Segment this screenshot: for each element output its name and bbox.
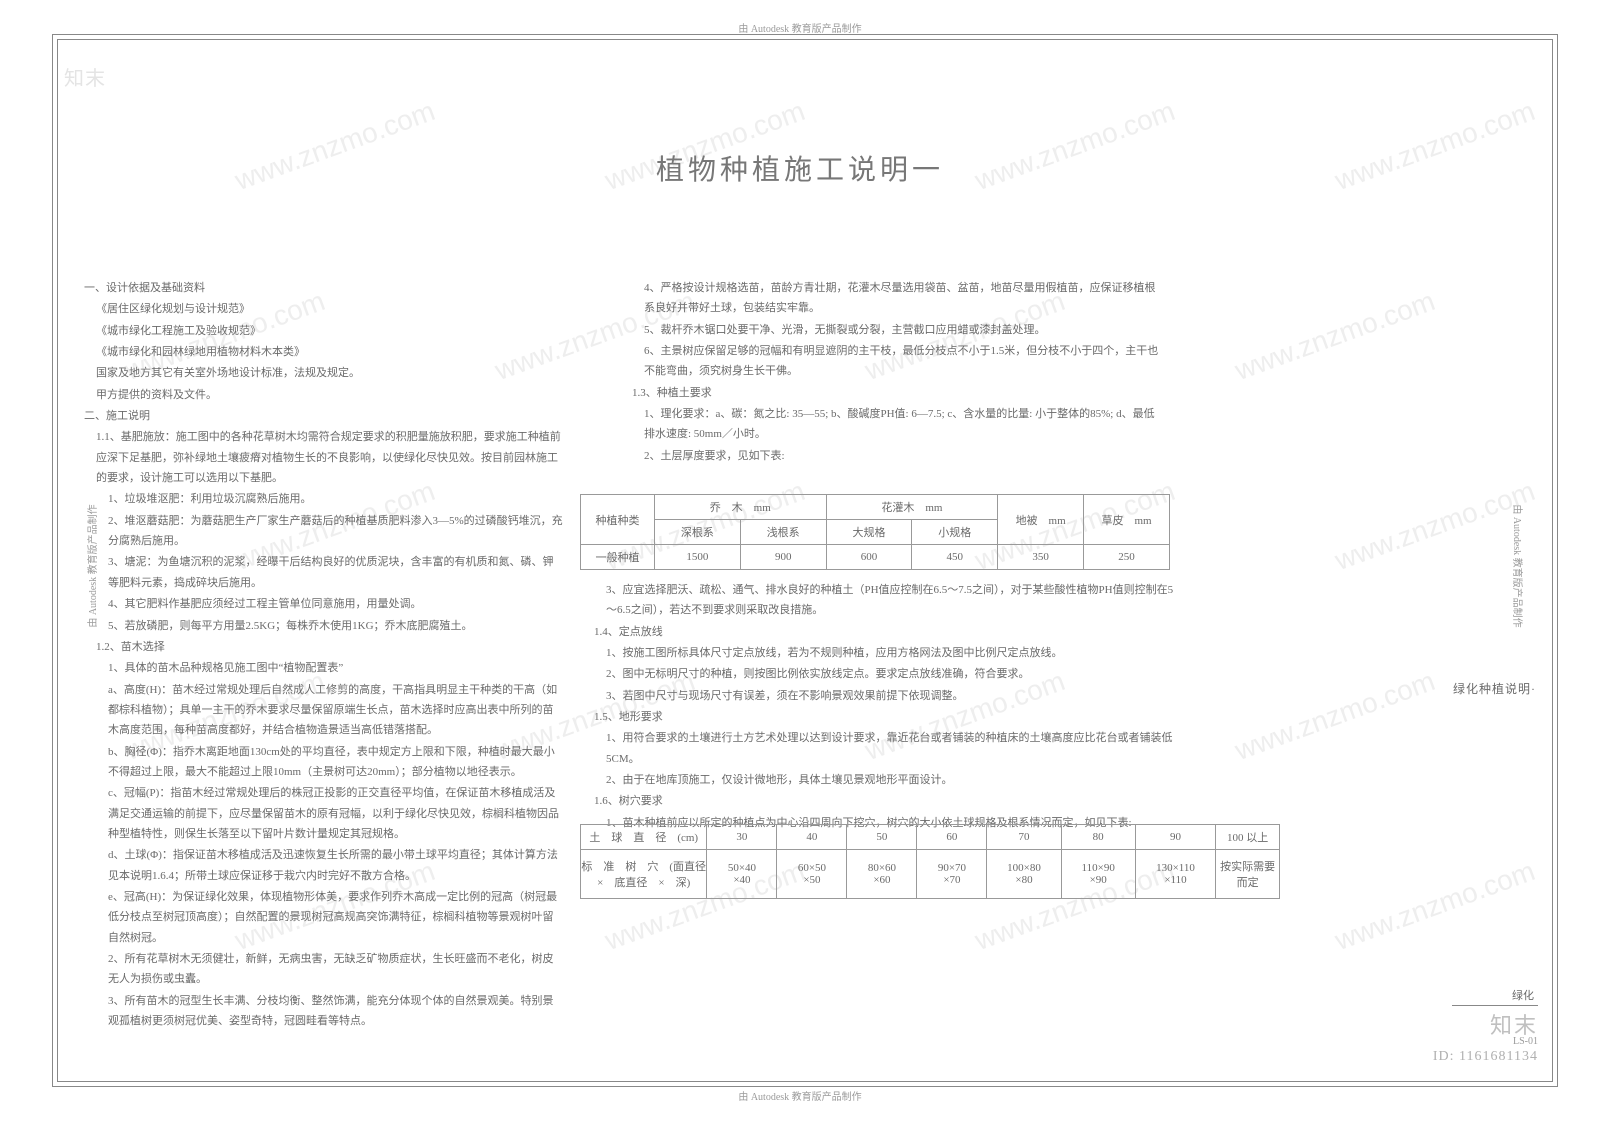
table-cell: 110×90×90 xyxy=(1061,850,1135,899)
body-paragraph: 3、若图中尺寸与现场尺寸有误差，须在不影响景观效果前提下依现调整。 xyxy=(582,686,1182,706)
table-cell: 70 xyxy=(987,825,1061,850)
table-cell: 50 xyxy=(847,825,917,850)
table-cell: 30 xyxy=(707,825,777,850)
body-paragraph: 二、施工说明 xyxy=(84,406,564,426)
body-paragraph: 1.1、基肥施放：施工图中的各种花草树木均需符合规定要求的积肥量施放积肥，要求施… xyxy=(84,427,564,488)
tree-pit-size-table: 土 球 直 径 (cm)30405060708090100 以上标 准 树 穴 … xyxy=(580,824,1280,899)
body-paragraph: 甲方提供的资料及文件。 xyxy=(84,385,564,405)
table-cell: 600 xyxy=(826,545,912,570)
table-cell: 450 xyxy=(912,545,998,570)
body-paragraph: 2、图中无标明尺寸的种植，则按图比例依实放线定点。要求定点放线准确，符合要求。 xyxy=(582,664,1182,684)
body-paragraph: 2、所有花草树木无须健壮，新鲜，无病虫害，无缺乏矿物质症状，生长旺盛而不老化，树… xyxy=(84,949,564,990)
table-cell: 80×60×60 xyxy=(847,850,917,899)
body-paragraph: 1.4、定点放线 xyxy=(582,622,1182,642)
text-column-right-lower: 3、应宜选择肥沃、疏松、通气、排水良好的种植土（PH值应控制在6.5～7.5之间… xyxy=(582,580,1182,834)
body-paragraph: 1、按施工图所标具体尺寸定点放线，若为不规则种植，应用方格网法及图中比例尺定点放… xyxy=(582,643,1182,663)
table-cell: 一般种植 xyxy=(581,545,655,570)
table-cell: 花灌木 mm xyxy=(826,495,998,520)
table-cell: 浅根系 xyxy=(740,520,826,545)
table-cell: 大规格 xyxy=(826,520,912,545)
body-paragraph: 《城市绿化工程施工及验收规范》 xyxy=(84,321,564,341)
body-paragraph: e、冠高(H)：为保证绿化效果，体现植物形体美，要求作列乔木高成一定比例的冠高（… xyxy=(84,887,564,948)
table-cell: 按实际需要而定 xyxy=(1216,850,1280,899)
autodesk-credit-bottom: 由 Autodesk 教育版产品制作 xyxy=(738,1088,861,1103)
title-block: 绿化 知末 LS-01 ID: 1161681134 xyxy=(1433,986,1538,1065)
table-cell: 标 准 树 穴 (面直径 × 底直径 × 深) xyxy=(581,850,707,899)
body-paragraph: 1、具体的苗木品种规格见施工图中“植物配置表” xyxy=(84,658,564,678)
sheet-number: LS-01 xyxy=(1433,1036,1538,1047)
table-cell: 60×50×50 xyxy=(777,850,847,899)
body-paragraph: 3、塘泥：为鱼塘沉积的泥浆，经曝干后结构良好的优质泥块，含丰富的有机质和氮、磷、… xyxy=(84,552,564,593)
table-cell: 小规格 xyxy=(912,520,998,545)
watermark-corner-brand: 知末 xyxy=(64,62,106,91)
soil-depth-table: 种植种类乔 木 mm花灌木 mm地被 mm草皮 mm 深根系浅根系大规格小规格一般… xyxy=(580,494,1170,570)
body-paragraph: 国家及地方其它有关室外场地设计标准，法规及规定。 xyxy=(84,363,564,383)
body-paragraph: d、土球(Φ)：指保证苗木移植成活及迅速恢复生长所需的最小带土球平均直径；其体计… xyxy=(84,845,564,886)
text-column-right-upper: 4、严格按设计规格选苗，苗龄方青壮期，花灌木尽量选用袋苗、盆苗，地苗尽量用假植苗… xyxy=(620,278,1160,467)
body-paragraph: 6、主景树应保留足够的冠幅和有明显遮阴的主干枝，最低分枝点不小于1.5米，但分枝… xyxy=(620,341,1160,382)
resource-id: ID: 1161681134 xyxy=(1433,1049,1538,1065)
body-paragraph: c、冠幅(P)：指苗木经过常规处理后的株冠正投影的正交直径平均值，在保证苗木移植… xyxy=(84,783,564,844)
table-cell: 250 xyxy=(1084,545,1170,570)
body-paragraph: 1、理化要求：a、碳：氮之比: 35—55; b、酸碱度PH值: 6—7.5; … xyxy=(620,404,1160,445)
table-cell: 种植种类 xyxy=(581,495,655,545)
table-cell: 50×40×40 xyxy=(707,850,777,899)
body-paragraph: 2、堆沤蘑菇肥：为蘑菇肥生产厂家生产蘑菇后的种植基质肥料渗入3—5%的过磷酸钙堆… xyxy=(84,511,564,552)
table-cell: 350 xyxy=(998,545,1084,570)
table-cell: 深根系 xyxy=(654,520,740,545)
body-paragraph: 3、所有苗木的冠型生长丰满、分枝均衡、整然饰满，能充分体现个体的自然景观美。特别… xyxy=(84,991,564,1032)
table-cell: 90 xyxy=(1135,825,1215,850)
table-cell: 草皮 mm xyxy=(1084,495,1170,545)
text-column-left: 一、设计依据及基础资料《居住区绿化规划与设计规范》《城市绿化工程施工及验收规范》… xyxy=(84,278,564,1032)
table-cell: 60 xyxy=(917,825,987,850)
body-paragraph: 5、若放磷肥，则每平方用量2.5KG；每株乔木使用1KG；乔木底肥腐殖土。 xyxy=(84,616,564,636)
table-cell: 130×110×110 xyxy=(1135,850,1215,899)
page-title: 植物种植施工说明一 xyxy=(656,148,944,188)
body-paragraph: a、高度(H)：苗木经过常规处理后自然成人工修剪的高度，干高指具明显主干种类的干… xyxy=(84,680,564,741)
body-paragraph: 1.6、树穴要求 xyxy=(582,791,1182,811)
body-paragraph: 1、垃圾堆沤肥：利用垃圾沉腐熟后施用。 xyxy=(84,489,564,509)
body-paragraph: 3、应宜选择肥沃、疏松、通气、排水良好的种植土（PH值应控制在6.5～7.5之间… xyxy=(582,580,1182,621)
table-cell: 90×70×70 xyxy=(917,850,987,899)
table-cell: 100 以上 xyxy=(1216,825,1280,850)
body-paragraph: 1、用符合要求的土壤进行土方艺术处理以达到设计要求，靠近花台或者铺装的种植床的土… xyxy=(582,728,1182,769)
autodesk-credit-top: 由 Autodesk 教育版产品制作 xyxy=(738,20,861,35)
table-cell: 80 xyxy=(1061,825,1135,850)
table-cell: 地被 mm xyxy=(998,495,1084,545)
category-label: 绿化 xyxy=(1452,987,1538,1006)
body-paragraph: 1.5、地形要求 xyxy=(582,707,1182,727)
body-paragraph: 5、裁杆乔木锯口处要干净、光滑，无撕裂或分裂，主营截口应用蜡或漆封盖处理。 xyxy=(620,320,1160,340)
body-paragraph: 2、由于在地库顶施工，仅设计微地形，具体土壤见景观地形平面设计。 xyxy=(582,770,1182,790)
table-cell: 土 球 直 径 (cm) xyxy=(581,825,707,850)
body-paragraph: 4、严格按设计规格选苗，苗龄方青壮期，花灌木尽量选用袋苗、盆苗，地苗尽量用假植苗… xyxy=(620,278,1160,319)
body-paragraph: b、胸径(Φ)：指乔木离距地面130cm处的平均直径，表中规定方上限和下限，种植… xyxy=(84,742,564,783)
body-paragraph: 《城市绿化和园林绿地用植物材料木本类》 xyxy=(84,342,564,362)
body-paragraph: 《居住区绿化规划与设计规范》 xyxy=(84,299,564,319)
table-cell: 乔 木 mm xyxy=(654,495,826,520)
table-cell: 900 xyxy=(740,545,826,570)
table-cell: 100×80×80 xyxy=(987,850,1061,899)
body-paragraph: 4、其它肥料作基肥应须经过工程主管单位同意施用，用量处调。 xyxy=(84,594,564,614)
body-paragraph: 1.3、种植土要求 xyxy=(620,383,1160,403)
table-cell: 40 xyxy=(777,825,847,850)
body-paragraph: 1.2、苗木选择 xyxy=(84,637,564,657)
body-paragraph: 一、设计依据及基础资料 xyxy=(84,278,564,298)
body-paragraph: 2、土层厚度要求，见如下表: xyxy=(620,446,1160,466)
side-caption: 绿化种植说明· xyxy=(1453,680,1536,697)
table-cell: 1500 xyxy=(654,545,740,570)
autodesk-credit-right: 由 Autodesk 教育版产品制作 xyxy=(1511,504,1526,627)
